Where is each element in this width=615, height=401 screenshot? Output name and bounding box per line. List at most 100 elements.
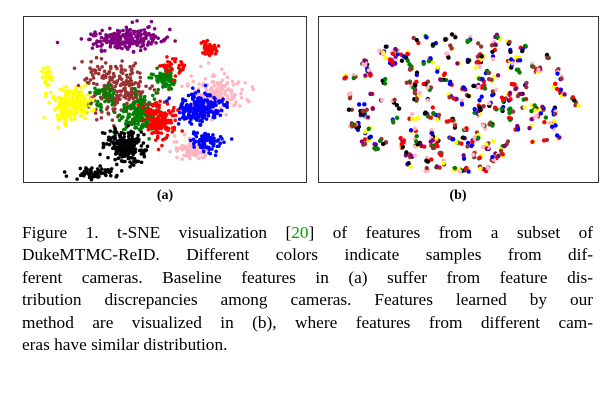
scatter-point <box>230 79 235 84</box>
scatter-point <box>494 87 499 92</box>
scatter-point <box>75 177 79 181</box>
scatter-point <box>126 134 131 139</box>
scatter-point <box>520 48 525 54</box>
scatter-point <box>412 90 417 96</box>
scatter-point <box>163 81 167 85</box>
scatter-point <box>529 102 534 108</box>
scatter-point <box>138 48 143 53</box>
scatter-point <box>145 144 150 149</box>
scatter-point <box>203 77 208 81</box>
scatter-point <box>160 143 164 148</box>
scatter-point <box>199 137 204 141</box>
scatter-point <box>475 41 481 46</box>
scatter-point <box>392 97 397 102</box>
scatter-point <box>173 39 177 43</box>
scatter-point <box>362 129 368 135</box>
scatter-point <box>366 68 372 73</box>
scatter-point <box>512 82 517 87</box>
scatter-point <box>128 72 133 77</box>
scatter-point <box>127 42 132 47</box>
tsne-plot-a <box>23 16 307 183</box>
scatter-point <box>136 84 141 89</box>
scatter-point <box>193 104 197 108</box>
scatter-point <box>490 89 495 94</box>
scatter-point <box>43 91 48 96</box>
scatter-point <box>449 46 454 51</box>
scatter-point <box>133 107 138 111</box>
scatter-point <box>514 86 519 91</box>
scatter-point <box>102 131 107 136</box>
scatter-point <box>104 33 108 37</box>
scatter-point <box>180 144 184 148</box>
citation-link[interactable]: 20 <box>291 223 309 242</box>
scatter-point <box>170 130 175 134</box>
scatter-point <box>116 33 121 38</box>
scatter-point <box>432 145 437 150</box>
scatter-point <box>213 100 217 104</box>
scatter-point <box>476 135 481 141</box>
scatter-point <box>106 155 110 160</box>
scatter-point <box>348 91 353 96</box>
scatter-point <box>133 160 138 164</box>
scatter-point <box>112 88 117 92</box>
scatter-point <box>108 26 112 31</box>
scatter-point <box>359 139 365 144</box>
scatter-point <box>168 27 172 32</box>
scatter-point <box>476 60 482 65</box>
scatter-point <box>125 41 129 45</box>
scatter-point <box>57 117 62 121</box>
scatter-point <box>464 165 469 171</box>
scatter-point <box>217 99 221 103</box>
scatter-point <box>490 93 495 98</box>
scatter-point <box>218 113 223 117</box>
scatter-point <box>191 79 196 84</box>
subfigure-label-b: (b) <box>449 188 467 203</box>
scatter-point <box>219 89 223 93</box>
scatter-point <box>72 113 77 117</box>
scatter-point <box>104 86 109 91</box>
scatter-point <box>95 91 100 96</box>
scatter-point <box>147 25 151 29</box>
scatter-point <box>96 174 101 179</box>
scatter-point <box>507 90 513 96</box>
scatter-point <box>170 81 174 86</box>
scatter-point <box>229 137 234 141</box>
scatter-point <box>52 94 56 98</box>
scatter-point <box>142 31 146 36</box>
scatter-point <box>225 100 229 105</box>
scatter-point <box>212 136 216 141</box>
scatter-point <box>190 86 195 90</box>
scatter-point <box>102 69 107 74</box>
scatter-point <box>152 88 157 92</box>
scatter-point <box>198 112 202 116</box>
scatter-point <box>85 171 90 175</box>
scatter-point <box>219 108 224 113</box>
scatter-point <box>530 139 535 145</box>
scatter-point <box>472 135 477 140</box>
scatter-point <box>436 112 442 118</box>
scatter-point <box>213 97 217 101</box>
scatter-point <box>155 122 159 126</box>
scatter-point <box>188 156 192 161</box>
scatter-point <box>155 111 159 115</box>
scatter-point <box>495 34 500 40</box>
caption-line: Figure 1. t-SNE visualization [20] of fe… <box>22 222 593 244</box>
scatter-point <box>166 118 171 123</box>
scatter-point <box>139 152 144 156</box>
scatter-point <box>108 78 112 83</box>
scatter-point <box>125 106 129 111</box>
scatter-point <box>111 91 116 96</box>
scatter-point <box>434 117 440 122</box>
scatter-point <box>64 121 68 125</box>
scatter-point <box>435 144 440 149</box>
scatter-point <box>198 64 203 69</box>
scatter-point <box>523 43 528 49</box>
scatter-point <box>177 71 182 75</box>
scatter-point <box>133 92 138 97</box>
scatter-point <box>197 96 202 100</box>
scatter-point <box>459 101 465 107</box>
scatter-point <box>406 160 411 166</box>
scatter-point <box>123 159 127 164</box>
scatter-point <box>481 104 486 109</box>
scatter-point <box>160 116 165 120</box>
